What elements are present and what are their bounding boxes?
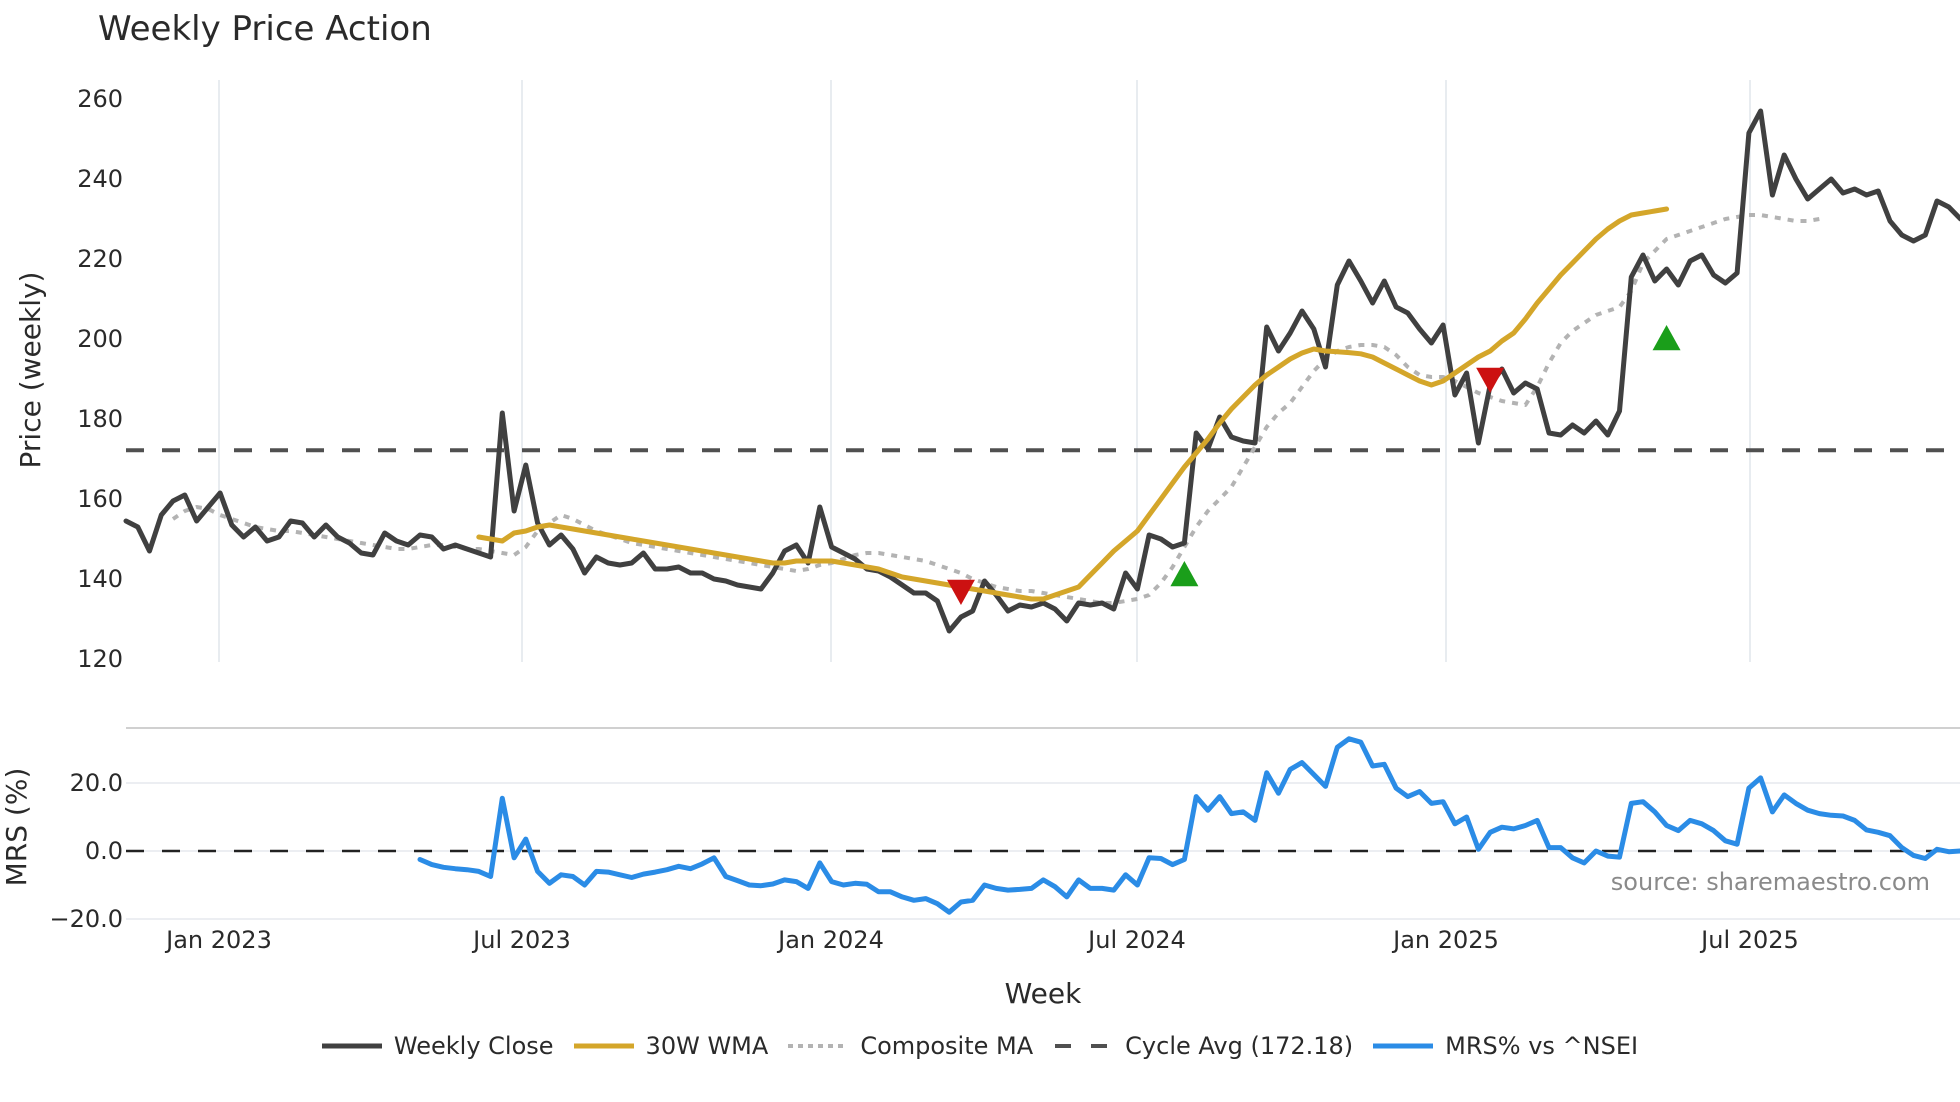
legend-item-cycle-avg[interactable]: Cycle Avg (172.18) [1053, 1032, 1353, 1060]
price-axis-label: Price (weekly) [14, 272, 47, 469]
mrs-tick-label: 0.0 [85, 837, 123, 865]
dotted-line-icon [788, 1044, 849, 1048]
dashed-line-icon [1055, 1044, 1114, 1048]
x-tick-label: Jul 2023 [471, 926, 571, 954]
source-note: source: sharemaestro.com [1611, 868, 1930, 896]
legend-item-weekly-close[interactable]: Weekly Close [321, 1032, 554, 1060]
mrs-line [417, 736, 1960, 915]
legend: Weekly Close 30W WMA Composite MA Cycle … [0, 1032, 1960, 1060]
legend-label: Composite MA [860, 1032, 1034, 1060]
x-tick-label: Jul 2024 [1086, 926, 1186, 954]
legend-label: Weekly Close [393, 1032, 554, 1060]
x-axis-label: Week [1005, 977, 1082, 1010]
legend-label: MRS% vs ^NSEI [1445, 1032, 1639, 1060]
composite-ma-line [171, 213, 1820, 605]
legend-item-composite-ma[interactable]: Composite MA [788, 1032, 1033, 1060]
x-axis-ticks: Jan 2023 Jul 2023 Jan 2024 Jul 2024 Jan 2025… [164, 926, 1799, 954]
price-series [123, 108, 1960, 634]
x-tick-label: Jul 2025 [1699, 926, 1799, 954]
x-tick-label: Jan 2025 [1391, 926, 1499, 954]
price-tick-label: 200 [77, 325, 123, 353]
x-tick-label: Jan 2023 [164, 926, 272, 954]
wma-30w-line [476, 206, 1670, 602]
legend-item-mrs[interactable]: MRS% vs ^NSEI [1373, 1032, 1638, 1060]
price-tick-label: 180 [77, 405, 123, 433]
buy-signal-triangle-up-icon [1170, 561, 1199, 587]
legend-label: Cycle Avg (172.18) [1125, 1032, 1354, 1060]
price-tick-label: 120 [77, 645, 123, 673]
legend-label: 30W WMA [645, 1032, 769, 1060]
mrs-series [126, 736, 1960, 915]
price-tick-label: 160 [77, 485, 123, 513]
mrs-axis-label: MRS (%) [0, 768, 33, 887]
legend-item-30w-wma[interactable]: 30W WMA [573, 1032, 769, 1060]
solid-line-icon [321, 1043, 382, 1049]
sell-signal-triangle-down-icon [1476, 367, 1505, 393]
price-tick-label: 260 [77, 85, 123, 113]
chart-title: Weekly Price Action [98, 9, 432, 49]
mrs-tick-label: 20.0 [70, 769, 123, 797]
x-tick-label: Jan 2024 [776, 926, 884, 954]
price-tick-label: 220 [77, 245, 123, 273]
mrs-tick-label: −20.0 [49, 905, 123, 933]
price-gridlines [218, 80, 1751, 662]
price-tick-label: 140 [77, 565, 123, 593]
mrs-y-ticks: −20.0 0.0 20.0 [49, 769, 123, 933]
price-tick-label: 240 [77, 165, 123, 193]
buy-signal-triangle-up-icon [1652, 325, 1681, 351]
solid-line-icon [1373, 1043, 1434, 1049]
sell-signal-triangle-down-icon [946, 579, 975, 605]
weekly-close-line [123, 108, 1960, 634]
signal-markers [946, 325, 1681, 605]
solid-line-icon [573, 1043, 634, 1049]
price-y-ticks: 120 140 160 180 200 220 240 260 [77, 85, 123, 673]
